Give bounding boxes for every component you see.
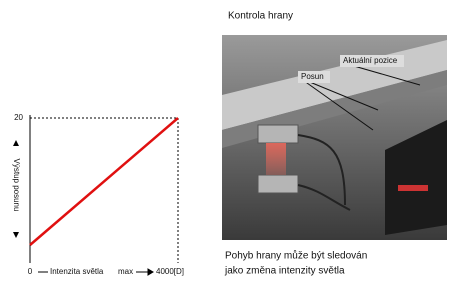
- x-end-label: 4000[D]: [156, 267, 184, 276]
- page: 20 Výstup posunu 0 Intenzita světla max …: [0, 0, 454, 283]
- light-beam: [266, 143, 286, 175]
- figure-title: Kontrola hrany: [228, 11, 293, 22]
- x-max-label: max: [118, 267, 133, 276]
- caption-line: Pohyb hrany může být sledován: [225, 250, 367, 262]
- caption-line: jako změna intenzity světla: [224, 266, 345, 277]
- sensor-head-bottom: [258, 175, 298, 193]
- x-arrow: [136, 269, 153, 275]
- y-top-label: 20: [14, 113, 23, 122]
- photo: Aktuální pozice Posun: [222, 35, 447, 240]
- y-axis-label: Výstup posunu: [12, 159, 21, 212]
- x-axis-label: Intenzita světla: [50, 267, 104, 276]
- graph: 20 Výstup posunu 0 Intenzita světla max …: [12, 113, 184, 276]
- callout-current: Aktuální pozice: [343, 56, 398, 65]
- sensor-head-top: [258, 125, 298, 143]
- amplifier-display: [398, 185, 428, 191]
- response-line: [30, 118, 178, 245]
- x-start-label: 0: [28, 267, 33, 276]
- callout-shift: Posun: [301, 72, 324, 81]
